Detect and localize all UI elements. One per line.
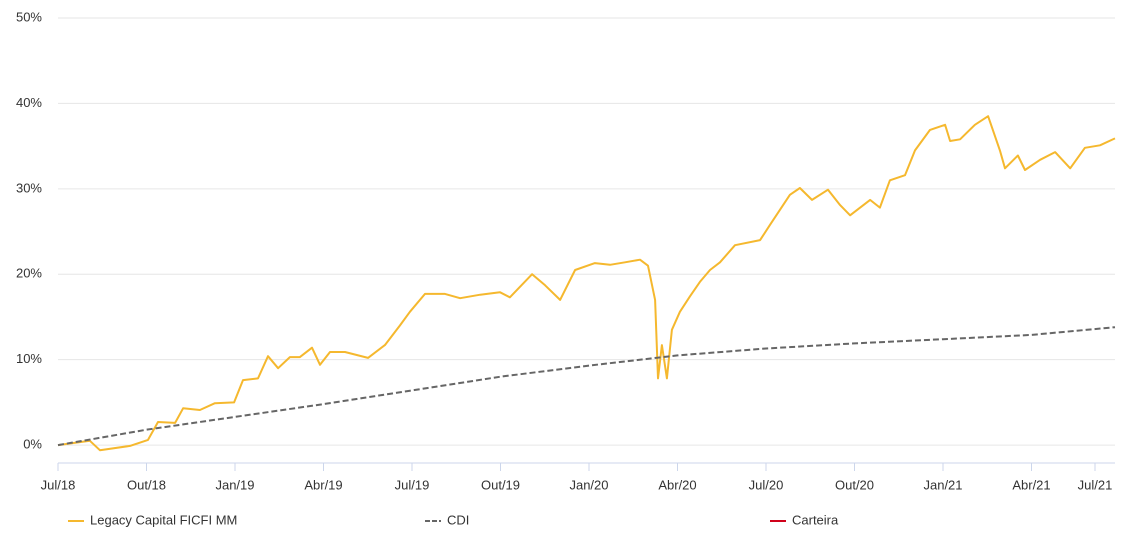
y-tick-label: 50% (16, 9, 42, 24)
x-tick-label: Jul/19 (395, 477, 430, 492)
legend-label: Carteira (792, 512, 839, 527)
x-tick-label: Jul/21 (1078, 477, 1113, 492)
y-tick-label: 10% (16, 351, 42, 366)
x-tick-label: Jan/20 (569, 477, 608, 492)
x-tick-label: Jul/20 (749, 477, 784, 492)
y-tick-label: 30% (16, 180, 42, 195)
x-tick-label: Abr/19 (304, 477, 342, 492)
y-tick-label: 40% (16, 95, 42, 110)
x-tick-label: Out/18 (127, 477, 166, 492)
x-tick-label: Jul/18 (41, 477, 76, 492)
x-tick-label: Abr/21 (1012, 477, 1050, 492)
legend-label: CDI (447, 512, 469, 527)
series-line (57, 115, 1116, 452)
x-tick-label: Jan/21 (923, 477, 962, 492)
x-tick-label: Jan/19 (215, 477, 254, 492)
y-tick-label: 20% (16, 266, 42, 281)
x-tick-label: Out/20 (835, 477, 874, 492)
x-tick-label: Abr/20 (658, 477, 696, 492)
series-line (57, 326, 1116, 447)
y-tick-label: 0% (23, 437, 42, 452)
legend-label: Legacy Capital FICFI MM (90, 512, 237, 527)
x-tick-label: Out/19 (481, 477, 520, 492)
